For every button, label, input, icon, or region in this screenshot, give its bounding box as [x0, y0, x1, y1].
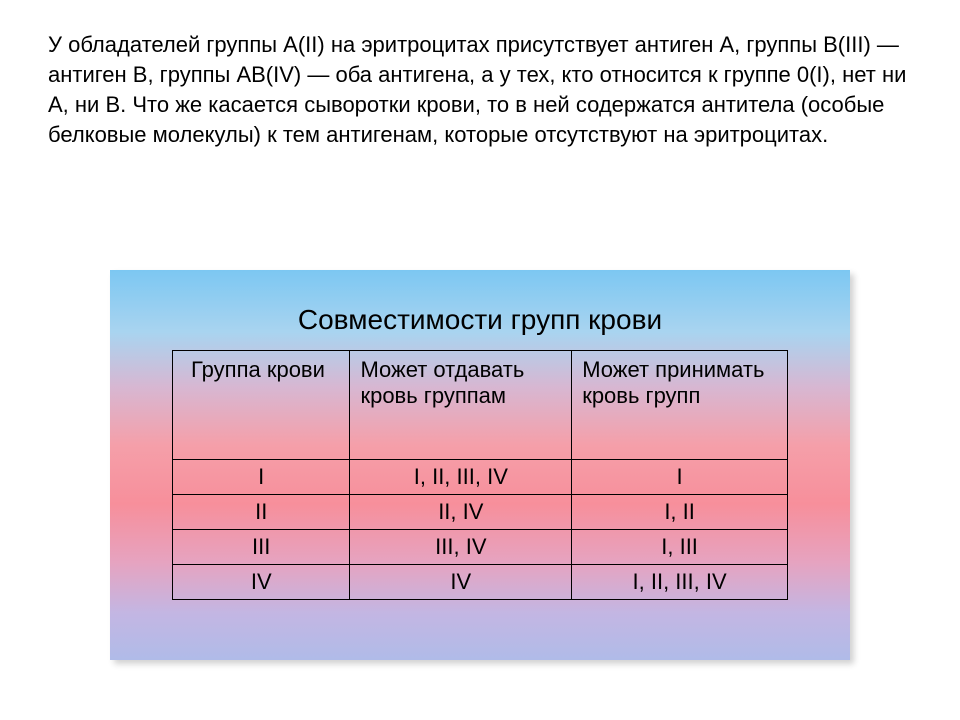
cell-group: III [173, 530, 350, 565]
table-row: IV IV I, II, III, IV [173, 565, 788, 600]
col-header-receive: Может принимать кровь групп [572, 351, 788, 460]
table-row: II II, IV I, II [173, 495, 788, 530]
cell-receive: I, II, III, IV [572, 565, 788, 600]
compatibility-table: Группа крови Может отдавать кровь группа… [172, 350, 788, 600]
table-header-row: Группа крови Может отдавать кровь группа… [173, 351, 788, 460]
cell-donate: II, IV [350, 495, 572, 530]
cell-group: I [173, 460, 350, 495]
cell-group: IV [173, 565, 350, 600]
col-header-donate: Может отдавать кровь группам [350, 351, 572, 460]
panel-title: Совместимости групп крови [110, 270, 850, 350]
intro-paragraph: У обладателей группы A(II) на эритроцита… [48, 30, 918, 150]
cell-donate: IV [350, 565, 572, 600]
compatibility-panel: Совместимости групп крови Группа крови М… [110, 270, 850, 660]
table-row: III III, IV I, III [173, 530, 788, 565]
cell-group: II [173, 495, 350, 530]
col-header-group: Группа крови [173, 351, 350, 460]
cell-donate: III, IV [350, 530, 572, 565]
table-row: I I, II, III, IV I [173, 460, 788, 495]
cell-receive: I [572, 460, 788, 495]
cell-receive: I, III [572, 530, 788, 565]
cell-receive: I, II [572, 495, 788, 530]
cell-donate: I, II, III, IV [350, 460, 572, 495]
